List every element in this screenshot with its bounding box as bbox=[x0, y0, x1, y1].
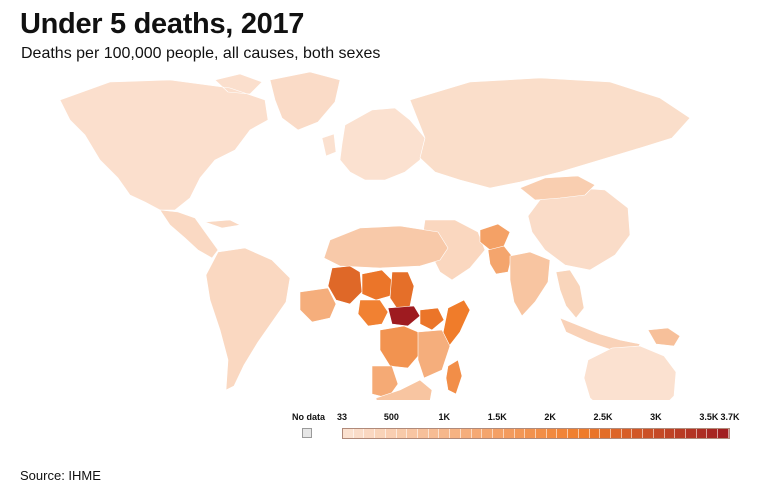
scale-swatch bbox=[664, 429, 676, 438]
scale-swatch bbox=[600, 429, 611, 438]
scale-swatch bbox=[546, 429, 558, 438]
region-papua-new-guinea bbox=[647, 327, 681, 347]
region-russia bbox=[409, 77, 691, 189]
scale-label: 3K bbox=[650, 412, 662, 422]
region-mali bbox=[327, 265, 363, 305]
region-central-african-republic bbox=[387, 305, 421, 327]
scale-swatch bbox=[557, 429, 569, 438]
scale-swatch bbox=[407, 429, 419, 438]
region-central-america bbox=[159, 209, 241, 259]
region-south-america bbox=[205, 247, 291, 391]
region-south-sudan bbox=[419, 307, 445, 331]
scale-swatch bbox=[343, 429, 354, 438]
scale-swatch bbox=[621, 429, 633, 438]
scale-label: 3.7K bbox=[720, 412, 740, 422]
no-data-label: No data bbox=[292, 412, 326, 422]
region-southern-africa bbox=[375, 379, 433, 400]
region-india bbox=[509, 251, 551, 317]
scale-swatch bbox=[428, 429, 440, 438]
scale-labels: 33 500 1K 1.5K 2K 2.5K 3K 3.5K 3.7K bbox=[337, 412, 740, 424]
region-central-east-africa bbox=[299, 287, 451, 379]
scale-swatch bbox=[643, 429, 654, 438]
color-legend: No data 33 500 1K 1.5K 2K 2.5K 3K 3.5K 3.7K bbox=[280, 404, 750, 444]
region-north-africa bbox=[323, 225, 449, 269]
scale-swatch bbox=[718, 429, 729, 438]
scale-label: 2K bbox=[544, 412, 556, 422]
scale-label: 33 bbox=[336, 412, 348, 422]
region-chad bbox=[389, 271, 415, 311]
scale-swatch bbox=[653, 429, 665, 438]
scale-swatch bbox=[503, 429, 515, 438]
scale-swatch bbox=[385, 429, 397, 438]
scale-swatch bbox=[568, 429, 579, 438]
scale-swatch bbox=[364, 429, 376, 438]
scale-label: 2.5K bbox=[593, 412, 613, 422]
scale-swatch bbox=[675, 429, 686, 438]
scale-label: 3.5K bbox=[699, 412, 719, 422]
scale-swatch bbox=[396, 429, 408, 438]
region-australia bbox=[583, 345, 677, 400]
region-china bbox=[527, 187, 631, 271]
scale-swatch bbox=[632, 429, 644, 438]
scale-swatch bbox=[493, 429, 504, 438]
scale-label: 500 bbox=[383, 412, 399, 422]
page-title: Under 5 deaths, 2017 bbox=[20, 8, 305, 40]
scale-bar bbox=[342, 428, 730, 439]
scale-swatch bbox=[353, 429, 365, 438]
region-angola bbox=[371, 365, 399, 399]
region-southeast-asia bbox=[555, 269, 585, 319]
region-greenland bbox=[269, 71, 341, 131]
scale-swatch bbox=[610, 429, 622, 438]
scale-swatch bbox=[450, 429, 461, 438]
scale-swatch bbox=[535, 429, 547, 438]
region-nigeria bbox=[357, 299, 389, 327]
region-mongolia bbox=[519, 175, 596, 201]
region-north-america bbox=[59, 73, 269, 211]
scale-label: 1K bbox=[438, 412, 451, 422]
scale-swatch bbox=[375, 429, 386, 438]
scale-swatch bbox=[686, 429, 697, 438]
scale-swatch bbox=[707, 429, 719, 438]
region-niger bbox=[361, 269, 393, 301]
scale-swatch bbox=[696, 429, 708, 438]
region-pakistan bbox=[487, 245, 513, 275]
region-dr-congo bbox=[379, 325, 421, 369]
region-madagascar bbox=[445, 359, 463, 395]
page-subtitle: Deaths per 100,000 people, all causes, b… bbox=[21, 45, 381, 62]
scale-swatch bbox=[460, 429, 472, 438]
scale-swatch bbox=[514, 429, 526, 438]
scale-swatch bbox=[482, 429, 494, 438]
scale-swatch bbox=[418, 429, 429, 438]
scale-swatch bbox=[589, 429, 601, 438]
region-afghanistan bbox=[479, 223, 511, 251]
scale-swatch bbox=[439, 429, 451, 438]
region-europe bbox=[321, 107, 426, 181]
scale-label: 1.5K bbox=[487, 412, 507, 422]
world-map bbox=[59, 71, 691, 400]
scale-swatch bbox=[525, 429, 536, 438]
source-note: Source: IHME bbox=[20, 468, 101, 483]
no-data-swatch bbox=[302, 428, 312, 438]
scale-swatch bbox=[471, 429, 483, 438]
scale-swatch bbox=[578, 429, 590, 438]
